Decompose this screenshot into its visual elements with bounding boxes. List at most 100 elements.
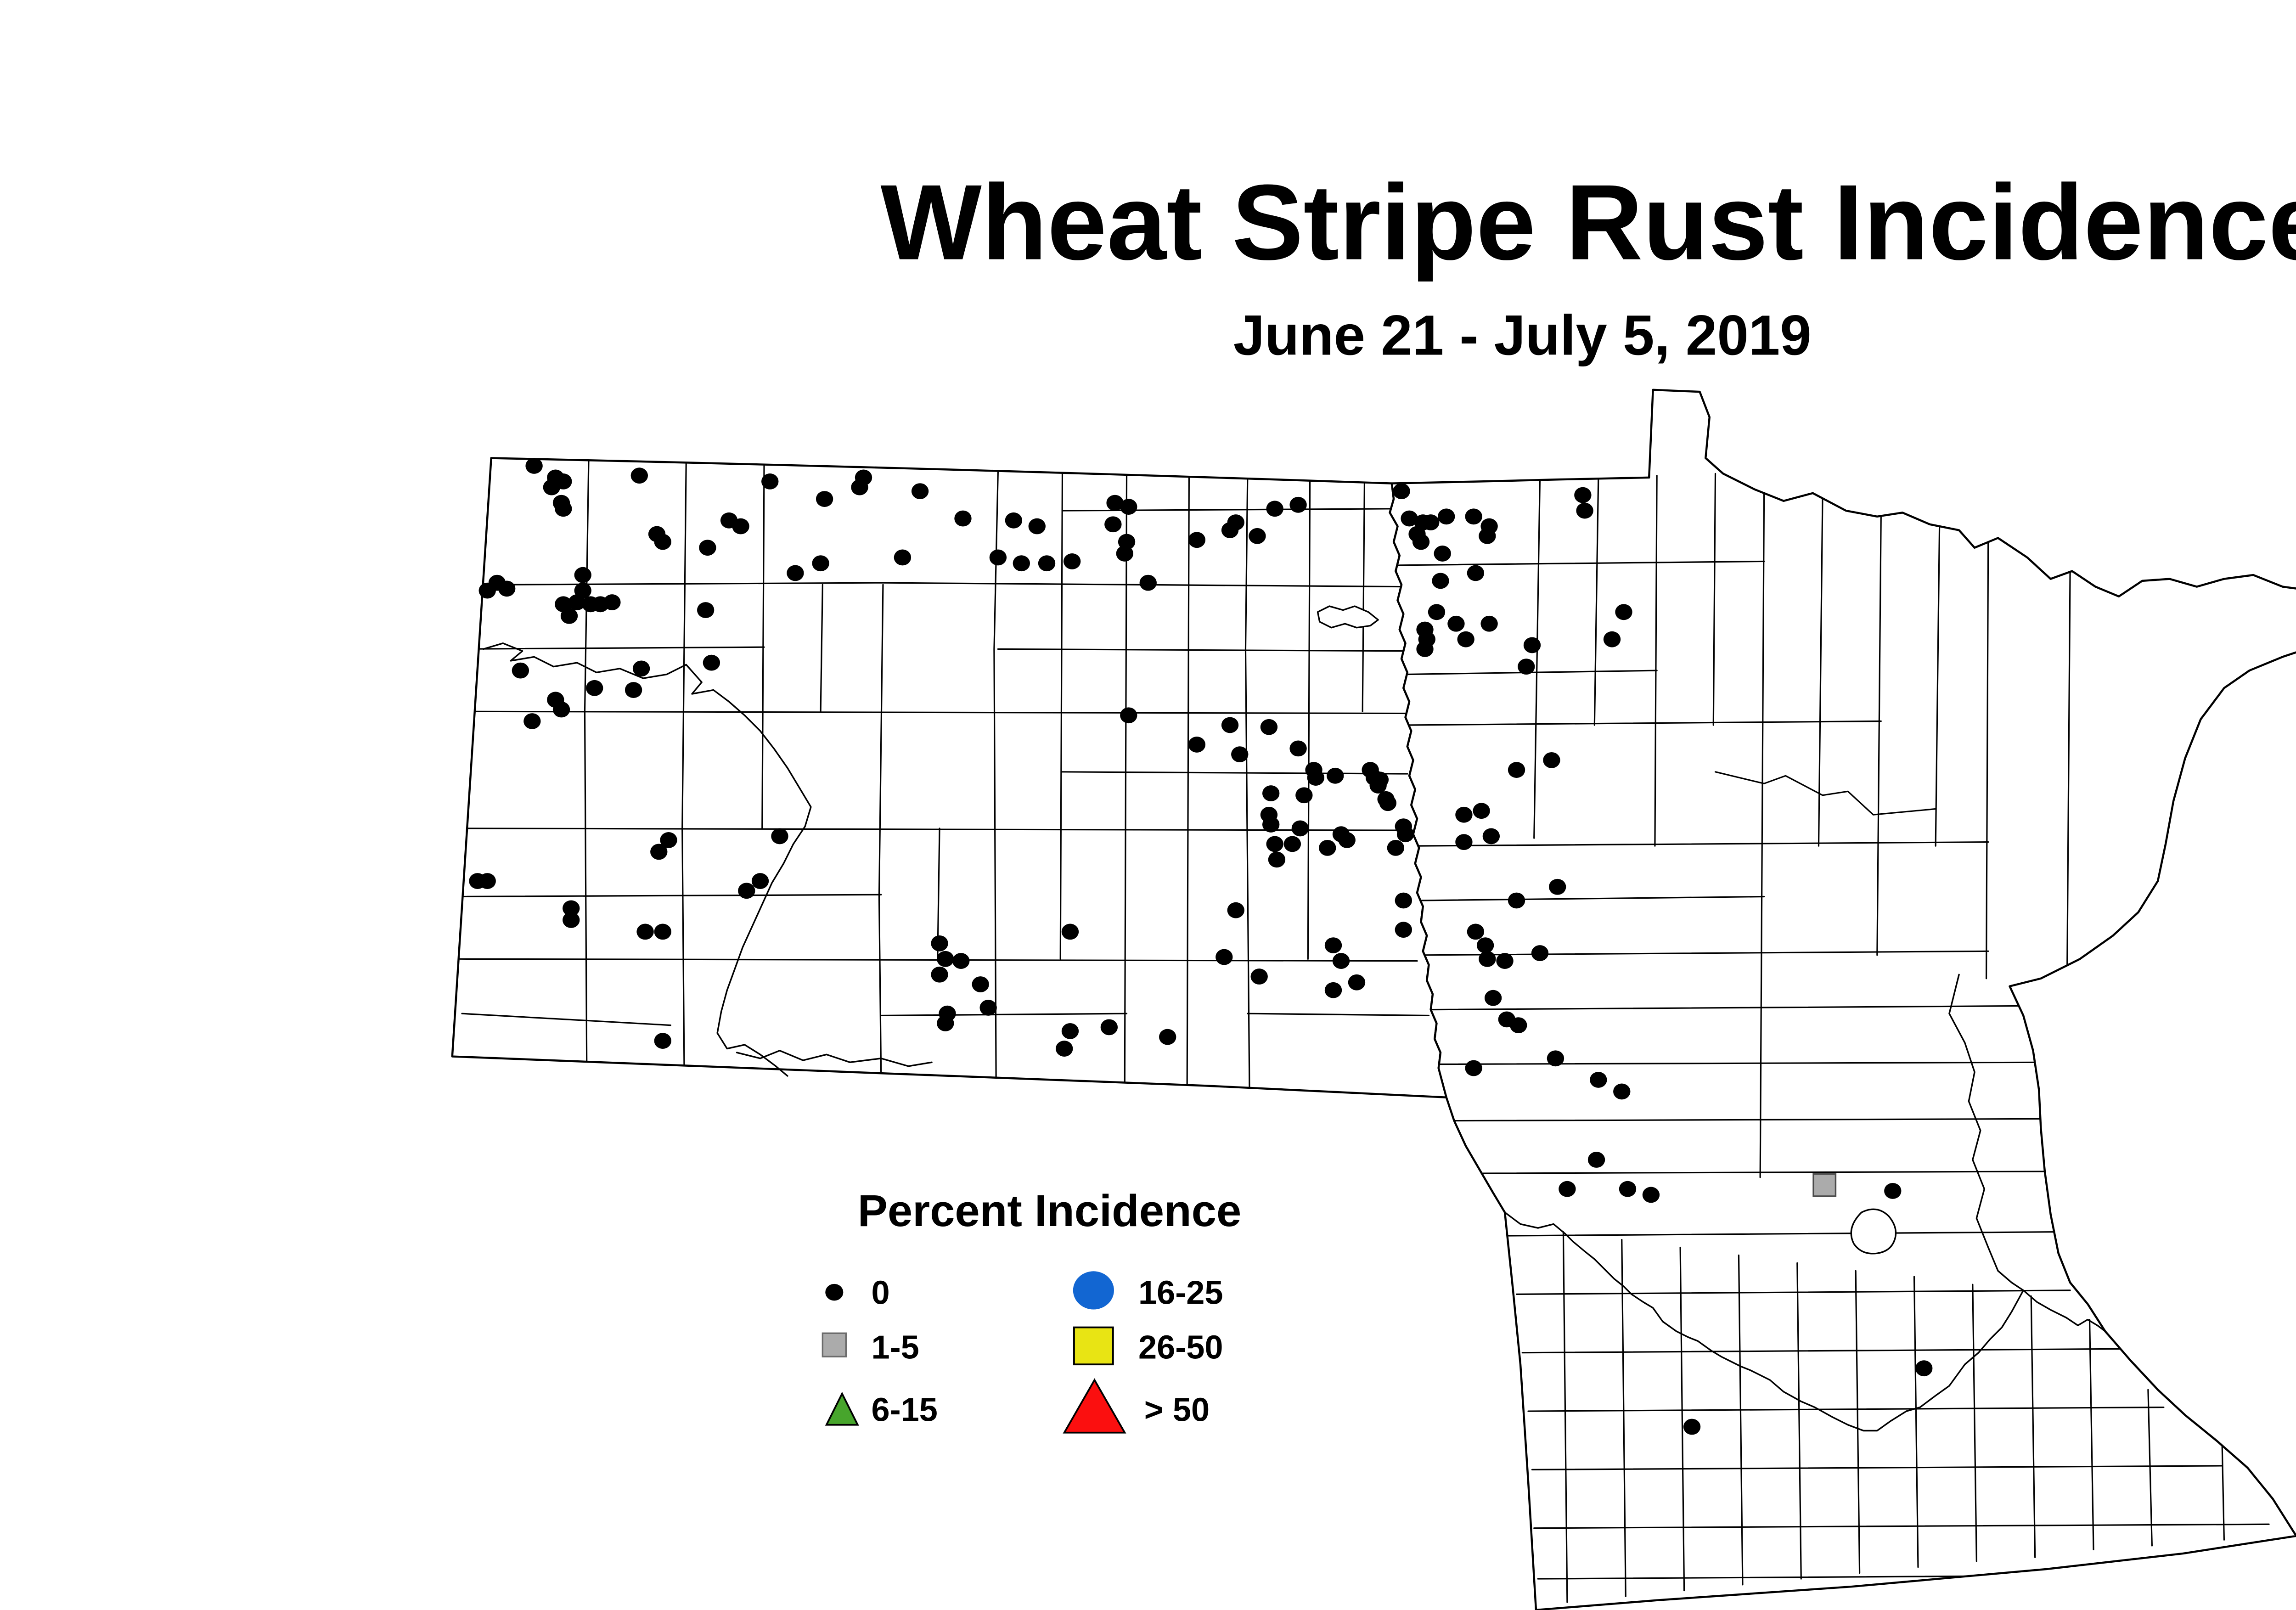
data-point-0 bbox=[1393, 483, 1410, 500]
data-point-0 bbox=[1338, 832, 1356, 848]
data-point-0 bbox=[1324, 982, 1342, 998]
data-point-0 bbox=[732, 518, 749, 535]
data-point-0 bbox=[771, 828, 788, 844]
data-point-0 bbox=[552, 701, 570, 718]
minnesota-outline bbox=[1389, 388, 2296, 1610]
data-point-0 bbox=[1496, 953, 1514, 969]
map bbox=[451, 388, 2296, 1610]
data-point-0 bbox=[1412, 534, 1430, 550]
data-point-0 bbox=[1642, 1187, 1660, 1203]
data-point-0 bbox=[911, 483, 929, 500]
page-subtitle: June 21 - July 5, 2019 bbox=[1233, 304, 1812, 367]
data-point-0 bbox=[1615, 604, 1632, 620]
data-point-0 bbox=[1104, 516, 1122, 533]
data-point-0 bbox=[523, 713, 541, 729]
legend-label-6-15: 6-15 bbox=[871, 1391, 937, 1428]
data-point-0 bbox=[1587, 1152, 1605, 1168]
data-point-0 bbox=[1518, 659, 1535, 675]
data-point-0 bbox=[699, 540, 716, 556]
cannonball-river bbox=[736, 1050, 933, 1067]
data-point-0 bbox=[1324, 937, 1342, 954]
data-point-0 bbox=[560, 608, 578, 624]
data-point-0 bbox=[1479, 951, 1496, 967]
data-point-0 bbox=[1377, 791, 1395, 807]
data-point-0 bbox=[1216, 949, 1233, 965]
data-point-0 bbox=[1559, 1181, 1576, 1197]
data-point-0 bbox=[1387, 839, 1405, 856]
minnesota-river bbox=[1504, 1211, 2024, 1432]
data-point-0 bbox=[972, 976, 989, 992]
legend-green-triangle-icon bbox=[825, 1391, 859, 1426]
legend-label-gt50: > 50 bbox=[1144, 1391, 1210, 1428]
data-point-0 bbox=[1482, 828, 1500, 844]
mille-lacs-lake bbox=[1850, 1208, 1897, 1255]
data-point-0 bbox=[1465, 1060, 1482, 1076]
legend-label-1-5: 1-5 bbox=[871, 1329, 919, 1366]
data-point-0 bbox=[1574, 487, 1592, 503]
data-point-0 bbox=[738, 883, 755, 899]
data-point-0 bbox=[1262, 816, 1280, 833]
data-point-0 bbox=[1428, 604, 1446, 620]
data-point-0 bbox=[1319, 839, 1336, 856]
data-point-0 bbox=[1416, 641, 1434, 657]
data-point-0 bbox=[568, 594, 586, 610]
map-dots bbox=[469, 458, 1933, 1435]
data-point-0 bbox=[1268, 851, 1286, 868]
data-point-0 bbox=[1422, 514, 1440, 530]
data-point-0 bbox=[855, 469, 872, 486]
devils-lake bbox=[1317, 605, 1379, 629]
data-point-0 bbox=[954, 510, 972, 527]
data-point-0 bbox=[1159, 1029, 1176, 1045]
data-point-0 bbox=[654, 534, 671, 550]
data-point-0 bbox=[654, 1033, 671, 1049]
data-point-0 bbox=[1915, 1360, 1933, 1377]
data-point-0 bbox=[1295, 787, 1313, 804]
data-point-0 bbox=[1266, 501, 1283, 517]
data-point-0 bbox=[632, 660, 650, 677]
data-point-0 bbox=[1283, 836, 1301, 852]
legend-title: Percent Incidence bbox=[858, 1186, 1241, 1236]
data-point-0 bbox=[1262, 785, 1280, 801]
data-point-0 bbox=[1266, 836, 1283, 852]
data-point-0 bbox=[1543, 752, 1560, 768]
data-point-0 bbox=[1307, 770, 1324, 786]
data-point-0 bbox=[816, 491, 833, 507]
data-point-0 bbox=[478, 873, 496, 889]
mississippi-river bbox=[1948, 974, 2106, 1332]
data-point-0 bbox=[1327, 767, 1344, 784]
data-point-0 bbox=[1348, 974, 1366, 991]
data-point-0 bbox=[654, 923, 671, 940]
data-point-0 bbox=[1508, 762, 1525, 778]
data-point-0 bbox=[1467, 565, 1485, 581]
data-point-0 bbox=[761, 473, 779, 490]
data-point-0 bbox=[563, 900, 580, 917]
data-point-0 bbox=[1038, 555, 1056, 572]
legend-gray-square-icon bbox=[822, 1332, 847, 1357]
data-point-0 bbox=[1028, 518, 1046, 535]
data-point-0 bbox=[1064, 553, 1081, 569]
data-point-0 bbox=[1547, 1050, 1564, 1067]
data-point-0 bbox=[512, 662, 529, 679]
data-point-0 bbox=[952, 953, 970, 969]
legend-black-dot-icon bbox=[825, 1283, 844, 1301]
data-point-0 bbox=[1395, 892, 1412, 909]
data-point-0 bbox=[1139, 574, 1157, 591]
data-point-0 bbox=[1432, 573, 1449, 589]
data-point-0 bbox=[989, 549, 1007, 566]
data-point-0 bbox=[650, 844, 668, 860]
data-point-0 bbox=[660, 832, 677, 848]
data-point-0 bbox=[1120, 499, 1137, 515]
data-point-0 bbox=[1603, 631, 1621, 647]
data-point-0 bbox=[1289, 740, 1307, 757]
data-point-0 bbox=[1455, 834, 1473, 850]
data-point-0 bbox=[1434, 546, 1451, 562]
north-dakota-outline bbox=[451, 457, 1447, 1098]
legend-label-26-50: 26-50 bbox=[1138, 1329, 1223, 1366]
data-point-0 bbox=[1619, 1181, 1637, 1197]
data-point-0 bbox=[703, 654, 720, 671]
data-point-0 bbox=[1508, 892, 1525, 909]
data-point-0 bbox=[1250, 968, 1268, 985]
data-point-0 bbox=[543, 479, 560, 495]
data-point-0 bbox=[1249, 528, 1266, 544]
data-point-0 bbox=[630, 467, 648, 484]
